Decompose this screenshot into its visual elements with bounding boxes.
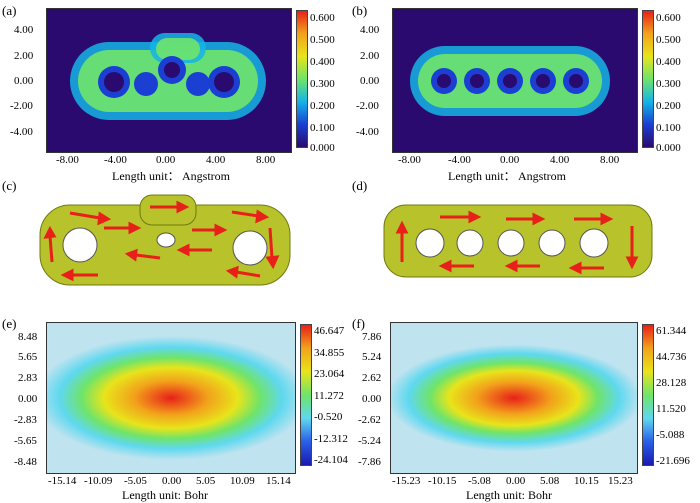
b-cbar-tick: 0.300	[656, 78, 681, 90]
a-xtick: 4.00	[206, 154, 226, 166]
colorbar-a	[296, 10, 308, 148]
e-xtick: 0.00	[162, 475, 182, 487]
f-cbar-tick: 28.128	[656, 377, 687, 389]
a-xtick: -8.00	[56, 154, 79, 166]
f-ytick: -5.24	[358, 435, 381, 447]
b-cbar-tick: 0.500	[656, 34, 681, 46]
e-xtick: 5.05	[196, 475, 216, 487]
f-xtick: -15.23	[392, 475, 421, 487]
a-ytick: 2.00	[14, 50, 34, 62]
e-xtick: 15.14	[266, 475, 291, 487]
a-ytick: -4.00	[10, 126, 33, 138]
a-cbar-tick: 0.500	[310, 34, 335, 46]
f-xtick: 15.23	[608, 475, 633, 487]
f-cbar-tick: 61.344	[656, 325, 687, 337]
a-xtick: -4.00	[104, 154, 127, 166]
panel-label-a: (a)	[2, 3, 17, 18]
e-ytick: -8.48	[14, 456, 37, 468]
f-ytick: -2.62	[358, 414, 381, 426]
e-xlabel: Length unit: Bohr	[122, 488, 208, 502]
f-ytick: -7.86	[358, 456, 381, 468]
panel-label-e: (e)	[2, 316, 17, 331]
b-xtick: -8.00	[398, 154, 421, 166]
e-xtick: 10.09	[230, 475, 255, 487]
a-ytick: 0.00	[14, 75, 34, 87]
panel-label-d: (d)	[352, 178, 368, 193]
map-e	[46, 322, 296, 474]
e-ytick: 5.65	[18, 351, 38, 363]
b-ytick: -2.00	[356, 100, 379, 112]
b-xtick: 4.00	[550, 154, 570, 166]
e-cbar-tick: -0.520	[314, 411, 343, 423]
a-xlabel: Length unit： Angstrom	[112, 169, 230, 183]
e-ytick: -5.65	[14, 435, 37, 447]
panel-label-c: (c)	[2, 178, 17, 193]
f-ytick: 7.86	[362, 331, 382, 343]
colorbar-f	[642, 324, 654, 466]
e-cbar-tick: 11.272	[314, 390, 344, 402]
panel-label-f: (f)	[352, 316, 365, 331]
f-xtick: -5.08	[468, 475, 491, 487]
f-xtick: 10.15	[574, 475, 599, 487]
map-f	[390, 322, 638, 474]
a-cbar-tick: 0.600	[310, 12, 335, 24]
e-xtick: -15.14	[48, 475, 77, 487]
f-cbar-tick: 11.520	[656, 403, 686, 415]
colorbar-b	[642, 10, 654, 148]
e-cbar-tick: -24.104	[314, 454, 348, 466]
b-ytick: -4.00	[356, 126, 379, 138]
panel-label-b: (b)	[352, 3, 368, 18]
b-cbar-tick: 0.100	[656, 122, 681, 134]
f-xtick: 5.08	[540, 475, 560, 487]
b-ytick: 4.00	[360, 24, 380, 36]
b-cbar-tick: 0.400	[656, 56, 681, 68]
f-cbar-tick: -5.088	[656, 429, 685, 441]
a-cbar-tick: 0.100	[310, 122, 335, 134]
a-cbar-tick: 0.000	[310, 142, 335, 154]
b-xtick: -4.00	[448, 154, 471, 166]
f-cbar-tick: -21.696	[656, 455, 690, 467]
b-xtick: 0.00	[500, 154, 520, 166]
e-cbar-tick: -12.312	[314, 433, 348, 445]
f-xtick: -10.15	[428, 475, 457, 487]
a-xtick: 0.00	[156, 154, 176, 166]
e-cbar-tick: 46.647	[314, 325, 345, 337]
a-cbar-tick: 0.200	[310, 100, 335, 112]
a-cbar-tick: 0.300	[310, 78, 335, 90]
e-ytick: -2.83	[14, 414, 37, 426]
b-xlabel: Length unit： Angstrom	[448, 169, 566, 183]
a-xtick: 8.00	[256, 154, 276, 166]
e-xtick: -5.05	[124, 475, 147, 487]
b-cbar-tick: 0.000	[656, 142, 681, 154]
f-ytick: 2.62	[362, 372, 382, 384]
e-ytick: 0.00	[18, 393, 38, 405]
e-xtick: -10.09	[84, 475, 113, 487]
f-xlabel: Length unit: Bohr	[466, 488, 552, 502]
f-ytick: 5.24	[362, 351, 382, 363]
e-cbar-tick: 23.064	[314, 368, 345, 380]
e-ytick: 2.83	[18, 372, 38, 384]
f-ytick: 0.00	[362, 393, 382, 405]
b-ytick: 2.00	[360, 50, 380, 62]
b-cbar-tick: 0.600	[656, 12, 681, 24]
e-ytick: 8.48	[18, 331, 38, 343]
f-xtick: 0.00	[506, 475, 526, 487]
b-cbar-tick: 0.200	[656, 100, 681, 112]
a-cbar-tick: 0.400	[310, 56, 335, 68]
colorbar-e	[300, 324, 312, 466]
e-cbar-tick: 34.855	[314, 347, 345, 359]
b-xtick: 8.00	[600, 154, 620, 166]
f-cbar-tick: 44.736	[656, 351, 687, 363]
b-ytick: 0.00	[360, 75, 380, 87]
a-ytick: -2.00	[10, 100, 33, 112]
a-ytick: 4.00	[14, 24, 34, 36]
